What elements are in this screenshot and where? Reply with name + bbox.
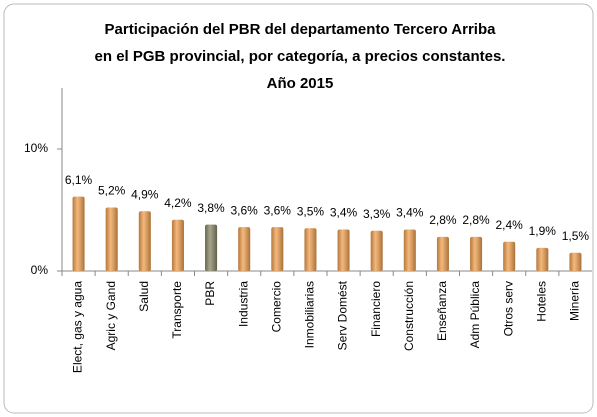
data-label: 2,8% [429,213,457,227]
bar-shade [238,227,251,271]
data-label: 4,9% [131,187,159,201]
x-tick-label: Salud [137,281,151,312]
bar-shade [470,236,483,271]
data-label: 2,4% [496,218,524,232]
bar-shade [205,224,218,271]
x-tick-label: Comercio [269,281,283,333]
data-label: 5,2% [98,184,126,198]
chart-title: Año 2015 [267,75,334,92]
bar-shade [171,219,184,271]
bar-shade [138,211,151,271]
data-label: 2,8% [462,213,490,227]
frame [3,3,594,414]
bar-shade [271,227,284,271]
x-tick-label: Otros serv [501,281,515,336]
x-tick-label: Elect, gas y agua [71,281,85,373]
data-label: 3,5% [297,204,325,218]
bar-shade [105,207,118,271]
bar-shade [304,228,317,271]
data-label: 3,4% [330,206,358,220]
bar-shade [403,229,416,271]
x-tick-label: Industria [236,281,250,327]
data-label: 1,5% [562,229,590,243]
x-tick-label: Agric y Gand [104,281,118,350]
x-tick-label: Adm Pública [468,281,482,349]
x-tick-label: Serv Domést [336,280,350,350]
data-label: 3,4% [396,206,424,220]
x-tick-label: Hoteles [534,281,548,322]
bar-shade [503,241,516,271]
bar-shade [370,230,383,271]
data-label: 1,9% [529,224,557,238]
data-label: 6,1% [65,173,93,187]
x-tick-label: Transporte [170,281,184,339]
data-label: 3,3% [363,207,391,221]
bar-shade [72,196,85,271]
bar-shade [436,236,449,271]
data-label: 3,6% [264,203,292,217]
data-label: 4,2% [164,196,192,210]
x-tick-label: Inmobiliarias [303,281,317,348]
x-tick-label: Minería [568,281,582,321]
bar-shade [569,252,582,271]
bar-shade [337,229,350,271]
data-label: 3,8% [197,201,225,215]
x-tick-label: PBR [203,281,217,306]
x-tick-label: Financiero [369,281,383,337]
y-tick-label: 10% [24,141,48,155]
chart-title: en el PGB provincial, por categoría, a p… [95,48,506,65]
chart-title: Participación del PBR del departamento T… [105,21,497,38]
x-tick-label: Enseñanza [435,281,449,341]
x-tick-label: Construcción [402,281,416,351]
bar-shade [536,247,549,271]
data-label: 3,6% [231,203,259,217]
y-tick-label: 0% [31,263,49,277]
